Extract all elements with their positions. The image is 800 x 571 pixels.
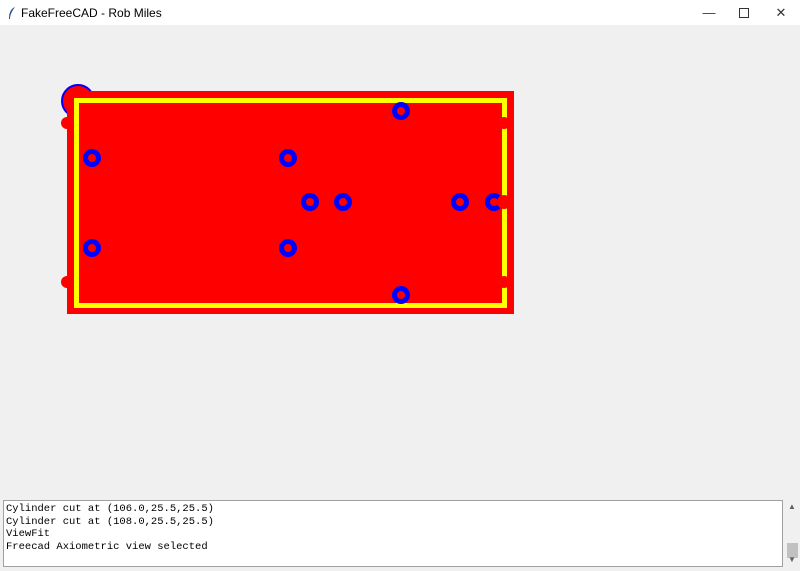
title-bar: FakeFreeCAD - Rob Miles — ✕ bbox=[0, 0, 800, 25]
hole bbox=[279, 239, 297, 257]
hole bbox=[451, 193, 469, 211]
notch bbox=[498, 117, 510, 129]
feather-icon bbox=[9, 6, 15, 19]
log-scrollbar[interactable]: ▲ ▼ bbox=[785, 500, 799, 567]
scrollbar-thumb[interactable] bbox=[787, 543, 798, 558]
cylinder-holes bbox=[83, 102, 503, 304]
log-line: Freecad Axiometric view selected bbox=[6, 540, 208, 553]
cad-viewport[interactable] bbox=[0, 25, 800, 497]
close-icon: ✕ bbox=[775, 4, 787, 20]
hole bbox=[392, 102, 410, 120]
log-output[interactable]: Cylinder cut at (106.0,25.5,25.5) Cylind… bbox=[3, 500, 783, 567]
maximize-icon bbox=[739, 7, 749, 18]
close-button[interactable]: ✕ bbox=[764, 0, 798, 25]
notch bbox=[61, 276, 73, 288]
notch bbox=[61, 117, 73, 129]
window-title: FakeFreeCAD - Rob Miles bbox=[21, 5, 162, 20]
maximize-button[interactable] bbox=[727, 0, 761, 25]
chevron-up-icon[interactable]: ▲ bbox=[788, 502, 796, 511]
edge-notches bbox=[61, 117, 510, 288]
notch bbox=[497, 195, 511, 209]
log-line: Cylinder cut at (108.0,25.5,25.5) bbox=[6, 515, 214, 528]
log-line: Cylinder cut at (106.0,25.5,25.5) bbox=[6, 503, 214, 515]
hole bbox=[392, 286, 410, 304]
log-line: ViewFit bbox=[6, 528, 51, 541]
minimize-button[interactable]: — bbox=[692, 0, 726, 25]
minimize-icon: — bbox=[702, 5, 716, 20]
part-body bbox=[67, 91, 514, 314]
hole bbox=[83, 149, 101, 167]
hole bbox=[279, 149, 297, 167]
hole bbox=[83, 239, 101, 257]
chevron-down-icon[interactable]: ▼ bbox=[788, 555, 796, 564]
hole bbox=[334, 193, 352, 211]
notch bbox=[498, 276, 510, 288]
hole bbox=[301, 193, 319, 211]
